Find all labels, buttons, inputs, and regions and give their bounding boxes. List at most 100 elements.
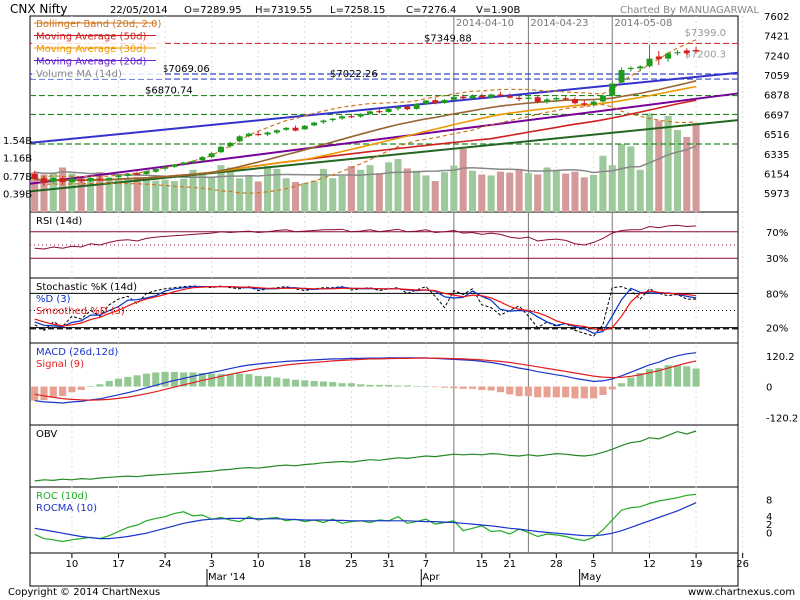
stoch-y-tick: 80% — [766, 289, 788, 300]
trend-line-purple — [29, 92, 739, 185]
volume-bar — [571, 171, 579, 212]
macd-histogram-bar — [329, 382, 337, 387]
price-y-tick: 7602 — [764, 12, 789, 23]
candle-body — [469, 95, 476, 99]
macd-histogram-bar — [627, 377, 635, 387]
candle-body — [264, 132, 271, 135]
macd-histogram-bar — [291, 379, 300, 387]
macd-histogram-bar — [580, 386, 588, 399]
volume-bar — [627, 146, 635, 212]
price-legend-item: Bollinger Band (20d, 2.0) — [36, 19, 162, 30]
candle-body — [655, 56, 662, 60]
candle-body — [674, 52, 681, 54]
macd-histogram-bar — [524, 386, 532, 397]
price-y-tick: 6516 — [764, 130, 789, 141]
volume-bar — [236, 178, 244, 212]
stoch-legend-item: %D (3) — [36, 294, 71, 305]
x-tick-label: 10 — [66, 559, 79, 570]
candle-body — [255, 133, 262, 136]
price-y-tick: 6335 — [764, 150, 789, 161]
trend-line-blue — [29, 71, 739, 144]
candle-body — [693, 49, 700, 52]
candle-body — [534, 97, 541, 102]
panel-frame-rsi — [29, 211, 739, 279]
candle-body — [339, 116, 346, 119]
x-axis-frame — [29, 552, 739, 587]
macd-histogram-bar — [413, 385, 421, 387]
volume-bar — [413, 170, 421, 212]
price-annotation: $7069.06 — [162, 64, 210, 75]
volume-y-tick: 0.77B — [3, 172, 32, 183]
candle-body — [385, 108, 392, 112]
candle-body — [171, 164, 178, 167]
volume-bar — [618, 144, 626, 212]
rocma-line — [34, 502, 697, 540]
candle-body — [460, 96, 467, 99]
macd-histogram-bar — [599, 386, 607, 396]
roc-line — [34, 493, 697, 543]
candle-body — [516, 97, 523, 100]
candle-body — [106, 177, 113, 180]
candle-body — [506, 95, 513, 98]
volume-bar — [655, 120, 663, 212]
candle-body — [124, 173, 131, 176]
macd-histogram-bar — [375, 384, 383, 387]
stoch-legend-item: Stochastic %K (14d) — [36, 282, 137, 293]
macd-legend-item: Signal (9) — [36, 359, 84, 370]
macd-histogram-bar — [96, 384, 104, 387]
candle-body — [450, 96, 457, 100]
macd-histogram-bar — [431, 386, 439, 388]
volume-bar — [59, 167, 67, 212]
candle-body — [292, 127, 299, 131]
volume-bar — [431, 181, 439, 212]
macd-histogram-bar — [236, 373, 244, 387]
candle-body — [68, 178, 75, 183]
macd-histogram-bar — [459, 386, 467, 389]
candle-body — [367, 111, 374, 114]
volume-bar — [161, 179, 169, 212]
candle-body — [497, 94, 504, 96]
stoch-legend-item: Smoothed %D (3) — [36, 306, 125, 317]
price-legend-item: Moving Average (30d) — [36, 44, 147, 55]
price-legend-item: Moving Average (50d) — [36, 32, 147, 43]
candle-body — [31, 173, 38, 179]
rsi-y-tick: 30% — [766, 254, 788, 265]
volume-bar — [189, 169, 197, 212]
candle-body — [227, 142, 234, 147]
candle-body — [40, 178, 47, 183]
volume-bar — [49, 173, 57, 212]
volume-bar — [198, 174, 206, 212]
header-low: L=7258.15 — [330, 5, 385, 16]
volume-bar — [403, 168, 411, 212]
candle-body — [217, 146, 224, 153]
price-annotation: $7200.3 — [685, 50, 726, 61]
macd-histogram-bar — [683, 366, 691, 387]
header-date: 22/05/2014 — [110, 5, 168, 16]
date-marker-label: 2014-04-10 — [456, 18, 514, 29]
trend-line-green — [29, 119, 739, 193]
candle-body — [311, 122, 318, 126]
volume-bar — [226, 167, 234, 212]
footer-website: www.chartnexus.com — [688, 587, 795, 598]
volume-bar — [264, 166, 272, 212]
candle-body — [544, 99, 551, 102]
footer-copyright: Copyright © 2014 ChartNexus — [8, 587, 160, 598]
candle-body — [637, 66, 644, 69]
bollinger-lower — [34, 103, 697, 194]
x-tick-label: 10 — [252, 559, 265, 570]
candle-body — [78, 179, 85, 182]
volume-bar — [105, 179, 113, 212]
x-tick-label: 18 — [298, 559, 311, 570]
macd-histogram-bar — [608, 386, 616, 390]
x-tick-label: 17 — [112, 559, 125, 570]
macd-histogram-bar — [618, 383, 626, 387]
x-tick-label: 24 — [159, 559, 172, 570]
macd-histogram-bar — [40, 386, 48, 401]
candle-body — [152, 169, 159, 172]
candle-body — [404, 106, 411, 110]
candle-body — [618, 70, 625, 83]
candle-body — [599, 95, 606, 102]
macd-histogram-bar — [655, 367, 663, 387]
macd-histogram-bar — [87, 385, 95, 387]
volume-bar — [273, 168, 281, 212]
